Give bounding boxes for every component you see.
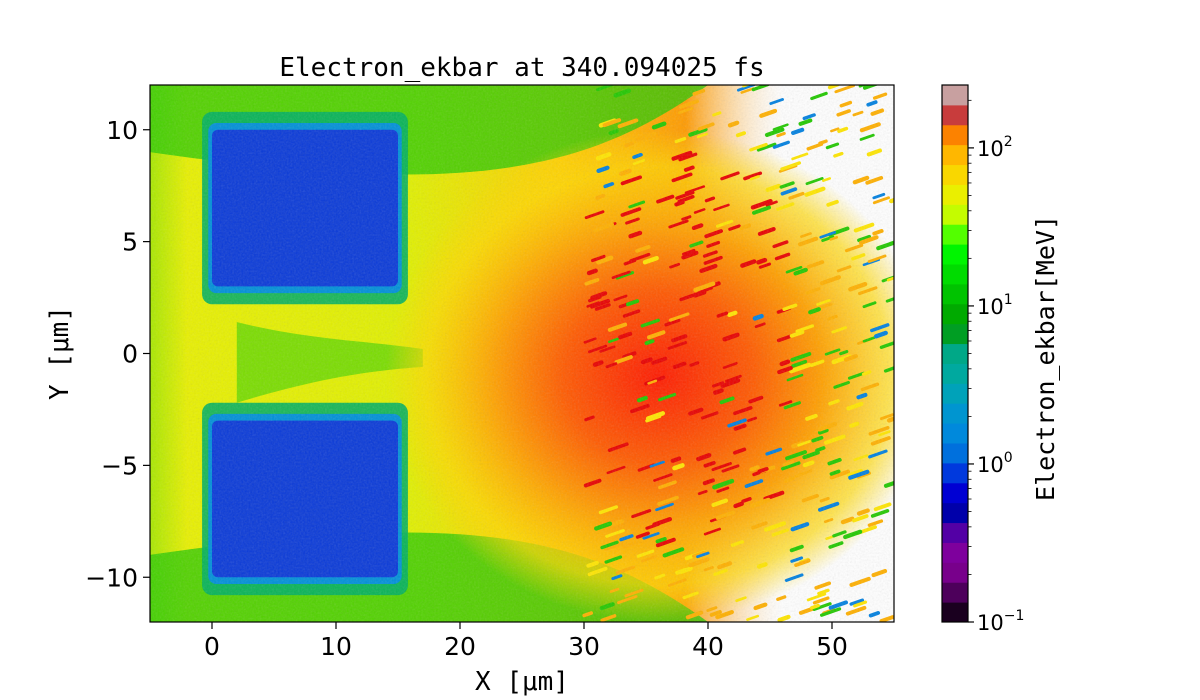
colorbar-level — [942, 343, 968, 364]
colorbar-label: Electron_ekbar[MeV] — [1031, 215, 1060, 501]
colorbar-level — [942, 602, 968, 623]
colorbar-level — [942, 482, 968, 504]
x-tick-label: 10 — [320, 632, 352, 661]
colorbar: 10−1 100 101 102 — [941, 84, 1024, 635]
y-tick-label: 10 — [106, 116, 138, 145]
colorbar-level — [942, 443, 968, 464]
colorbar-level — [942, 204, 968, 225]
y-axis: −10 −5 0 5 10 — [85, 116, 150, 592]
colorbar-level — [942, 244, 968, 265]
colorbar-level — [942, 542, 968, 563]
colorbar-level — [942, 323, 968, 345]
x-axis: 0 10 20 30 40 50 — [204, 622, 848, 661]
y-axis-label: Y [μm] — [45, 306, 75, 400]
colorbar-level — [942, 562, 968, 583]
x-tick-label: 40 — [692, 632, 724, 661]
colorbar-level — [942, 224, 968, 245]
colorbar-level — [942, 423, 968, 444]
chart-title: Electron_ekbar at 340.094025 fs — [279, 53, 764, 83]
x-axis-label: X [μm] — [475, 667, 569, 697]
colorbar-level — [942, 582, 968, 603]
noise-overlay — [150, 85, 894, 622]
colorbar-level — [942, 283, 968, 305]
colorbar-level — [942, 144, 968, 166]
y-tick-label: 0 — [122, 340, 138, 369]
colorbar-level — [942, 264, 968, 285]
colorbar-tick-label: 100 — [977, 450, 1013, 477]
x-tick-label: 50 — [816, 632, 848, 661]
colorbar-tick-label: 102 — [977, 134, 1013, 161]
colorbar-level — [942, 383, 968, 404]
colorbar-level — [942, 164, 968, 185]
x-tick-label: 20 — [444, 632, 476, 661]
x-tick-label: 30 — [568, 632, 600, 661]
colorbar-level — [942, 522, 968, 543]
colorbar-level — [942, 363, 968, 384]
x-tick-label: 0 — [204, 632, 220, 661]
colorbar-level — [942, 462, 968, 484]
colorbar-level — [942, 104, 968, 126]
colorbar-level — [942, 303, 968, 325]
y-tick-label: −10 — [85, 563, 138, 592]
colorbar-tick-label: 10−1 — [977, 608, 1024, 635]
plot-area — [150, 85, 894, 622]
y-tick-label: −5 — [101, 451, 138, 480]
colorbar-level — [942, 184, 968, 205]
y-tick-label: 5 — [122, 228, 138, 257]
colorbar-level — [942, 124, 968, 146]
colorbar-level — [942, 403, 968, 424]
colorbar-level — [942, 85, 968, 106]
colorbar-tick-label: 101 — [977, 292, 1013, 319]
colorbar-level — [942, 502, 968, 524]
